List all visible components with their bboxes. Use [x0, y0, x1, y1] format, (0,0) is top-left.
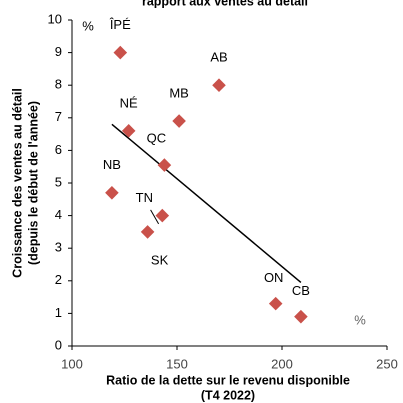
point-label: TN: [136, 190, 153, 205]
point: [155, 208, 170, 223]
y-tick-label: 3: [55, 240, 62, 255]
point: [121, 124, 136, 138]
point-label: CB: [292, 283, 310, 298]
point-label: ÎPÉ: [109, 17, 131, 32]
point: [140, 225, 155, 239]
y-tick-label: 8: [55, 77, 62, 92]
point-label: SK: [151, 252, 169, 267]
y-axis-label: (depuis le début de l'année): [26, 101, 40, 265]
point: [113, 45, 128, 60]
y-axis-label: Croissance des ventes au détail: [10, 88, 24, 278]
leader-line: [150, 209, 160, 225]
x-tick-label: 150: [166, 356, 188, 371]
y-tick-label: 0: [55, 337, 62, 352]
y-tick-label: 2: [55, 272, 62, 287]
x-unit: %: [354, 312, 366, 327]
point: [172, 114, 186, 128]
point-label: QC: [147, 131, 167, 146]
y-tick-label: 10: [48, 11, 62, 26]
x-axis-label: Ratio de la dette sur le revenu disponib…: [106, 373, 350, 387]
point: [157, 158, 172, 172]
point-label: NB: [103, 157, 121, 172]
y-tick-label: 5: [55, 174, 62, 189]
point-label: AB: [210, 50, 227, 65]
chart-title: rapport aux ventes au détail: [142, 0, 308, 8]
y-unit: %: [82, 18, 94, 33]
trendline: [111, 123, 302, 284]
y-tick-label: 7: [55, 109, 62, 124]
y-tick-label: 4: [55, 207, 62, 222]
point-label: NÉ: [120, 95, 138, 110]
y-tick-label: 9: [55, 44, 62, 59]
point: [268, 296, 283, 311]
point: [105, 185, 119, 200]
y-tick-label: 1: [55, 305, 62, 320]
point: [212, 78, 226, 92]
x-tick-label: 250: [376, 356, 398, 371]
x-tick-label: 100: [61, 356, 83, 371]
point: [294, 309, 308, 324]
point-label: ON: [264, 270, 284, 285]
point-label: MB: [169, 85, 189, 100]
y-tick-label: 6: [55, 142, 62, 157]
x-tick-label: 200: [271, 356, 293, 371]
x-axis-label: (T4 2022): [201, 388, 255, 402]
